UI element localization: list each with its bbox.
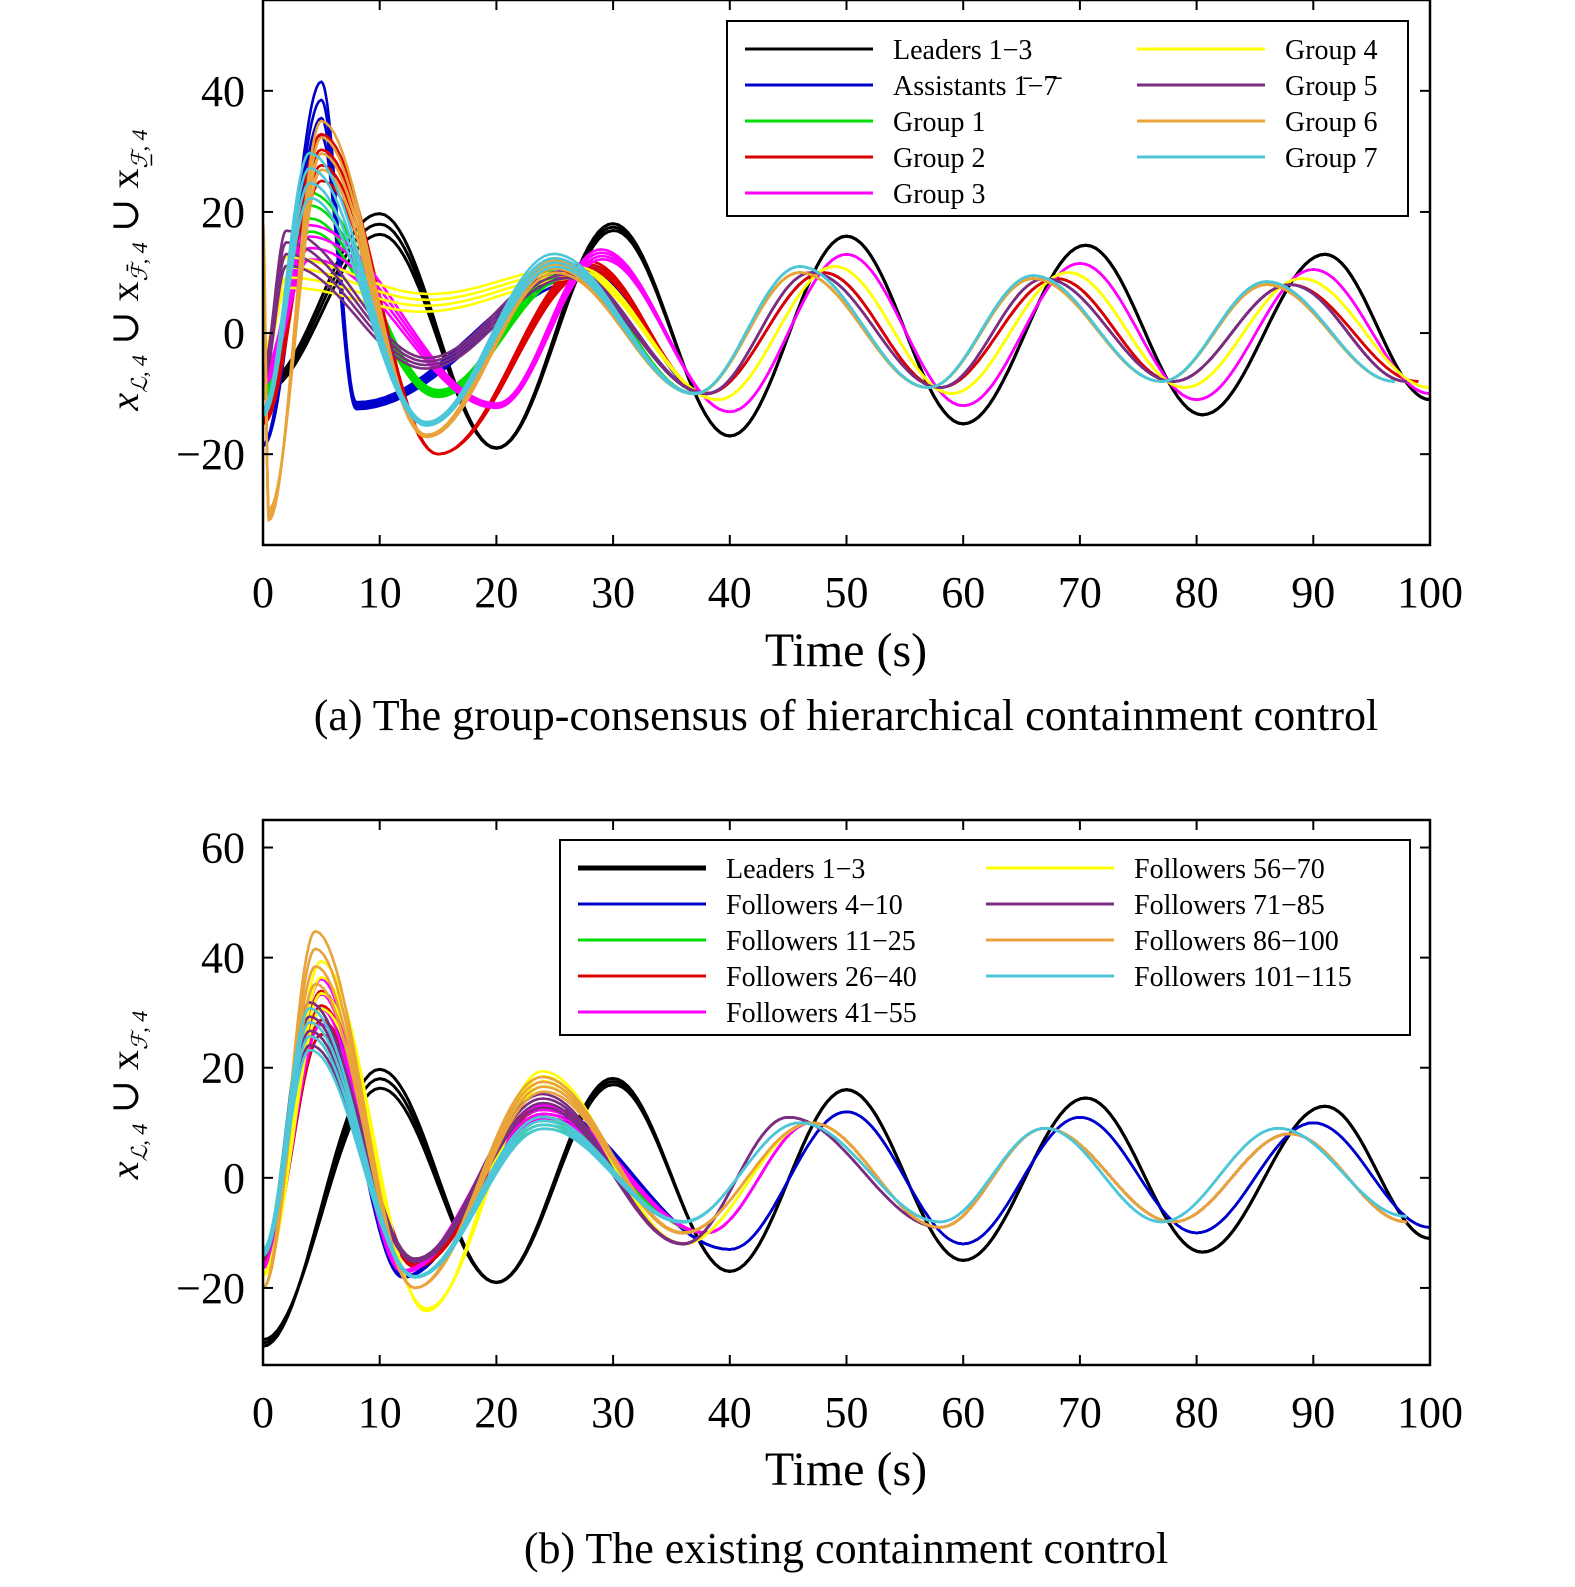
x-tick-label: 20 [474, 568, 518, 617]
legend-label: Leaders 1−3 [893, 35, 1032, 66]
x-tick-label: 70 [1058, 1388, 1102, 1437]
legend-label: Group 1 [893, 107, 986, 138]
x-tick-label: 90 [1291, 568, 1335, 617]
x-tick-label: 50 [825, 1388, 869, 1437]
y-tick-label: 0 [223, 309, 245, 358]
x-axis-label-b: Time (s) [765, 1443, 927, 1496]
series-line-2 [263, 1033, 1430, 1279]
y-tick-label: 20 [201, 188, 245, 237]
legend-label: Followers 56−70 [1134, 854, 1325, 885]
caption-a: (a) The group-consensus of hierarchical … [314, 691, 1379, 740]
x-tick-label: 90 [1291, 1388, 1335, 1437]
x-tick-label: 0 [252, 1388, 274, 1437]
series-line-4 [263, 1033, 1407, 1269]
y-axis-label-b: xℒ, 4 ∪ xℱ, 4 [102, 1011, 152, 1180]
x-tick-label: 100 [1397, 1388, 1463, 1437]
ticks-a: 0 10 20 30 40 50 60 70 80 90 100 −20 0 20 40 [176, 0, 1463, 617]
x-tick-label: 100 [1397, 568, 1463, 617]
x-tick-label: 10 [358, 568, 402, 617]
legend-label: Followers 26−40 [726, 962, 917, 993]
series-line-9 [263, 151, 1396, 424]
x-tick-label: 60 [941, 568, 985, 617]
y-tick-label: 20 [201, 1044, 245, 1093]
series-line-6 [263, 255, 1430, 401]
plot-lines-a [263, 80, 1430, 523]
x-tick-label: 70 [1058, 568, 1102, 617]
y-tick-label: 60 [201, 824, 245, 873]
y-tick-label: 0 [223, 1154, 245, 1203]
series-line-9 [263, 1006, 1407, 1278]
legend-label: Followers 86−100 [1134, 926, 1339, 957]
legend-label: Group 5 [1285, 71, 1378, 102]
legend-label: Followers 4−10 [726, 890, 903, 921]
legend-label: Group 3 [893, 179, 986, 210]
y-tick-label: −20 [176, 430, 245, 479]
legend-box [559, 839, 1411, 1036]
series-line-6 [263, 991, 1407, 1311]
y-tick-label: −20 [176, 1264, 245, 1313]
x-tick-label: 40 [708, 1388, 752, 1437]
legend-label: Assistants 1̄−7̄ [893, 71, 1062, 102]
series-line-6 [263, 1007, 1407, 1311]
legend-label: Followers 101−115 [1134, 962, 1352, 993]
legend-box [726, 20, 1409, 217]
series-line-5 [263, 1022, 1407, 1274]
legend-b: Leaders 1−3 Followers 4−10 Followers 11−25… [559, 839, 1411, 1036]
x-tick-label: 10 [358, 1388, 402, 1437]
x-tick-label: 80 [1175, 568, 1219, 617]
legend-label: Group 7 [1285, 143, 1378, 174]
x-tick-label: 30 [591, 568, 635, 617]
plot-lines-b [263, 929, 1430, 1348]
panel-a: 0 10 20 30 40 50 60 70 80 90 100 −20 0 20 40 Leaders 1… [102, 0, 1463, 740]
series-line-5 [263, 223, 1430, 414]
legend-label: Followers 71−85 [1134, 890, 1325, 921]
legend-label: Group 4 [1285, 35, 1378, 66]
legend-label: Group 6 [1285, 107, 1378, 138]
x-tick-label: 20 [474, 1388, 518, 1437]
series-line-1 [263, 212, 1430, 450]
x-tick-label: 50 [825, 568, 869, 617]
legend-a: Leaders 1−3 Assistants 1̄−7̄ Group 1 Group … [726, 20, 1409, 217]
x-tick-label: 60 [941, 1388, 985, 1437]
legend-label: Followers 11−25 [726, 926, 916, 957]
legend-label: Group 2 [893, 143, 986, 174]
series-line-8 [263, 929, 1407, 1290]
y-tick-label: 40 [201, 934, 245, 983]
x-tick-label: 0 [252, 568, 274, 617]
panel-b: 0 10 20 30 40 50 60 70 80 90 100 −20 0 20 40 60 Leaders… [102, 818, 1463, 1573]
ticks-b: 0 10 20 30 40 50 60 70 80 90 100 −20 0 20 40 60 [176, 820, 1463, 1437]
x-tick-label: 80 [1175, 1388, 1219, 1437]
x-tick-label: 40 [708, 568, 752, 617]
y-tick-label: 40 [201, 67, 245, 116]
legend-label: Followers 41−55 [726, 998, 917, 1029]
caption-b: (b) The existing containment control [524, 1524, 1168, 1573]
series-line-9 [263, 1020, 1407, 1279]
y-axis-label-a: xℒ, 4 ∪ xℱ̄, 4 ∪ xℱ̲, 4 [102, 129, 153, 411]
x-tick-label: 30 [591, 1388, 635, 1437]
series-line-5 [263, 235, 1430, 414]
x-axis-label-a: Time (s) [765, 624, 927, 677]
legend-label: Leaders 1−3 [726, 854, 865, 885]
